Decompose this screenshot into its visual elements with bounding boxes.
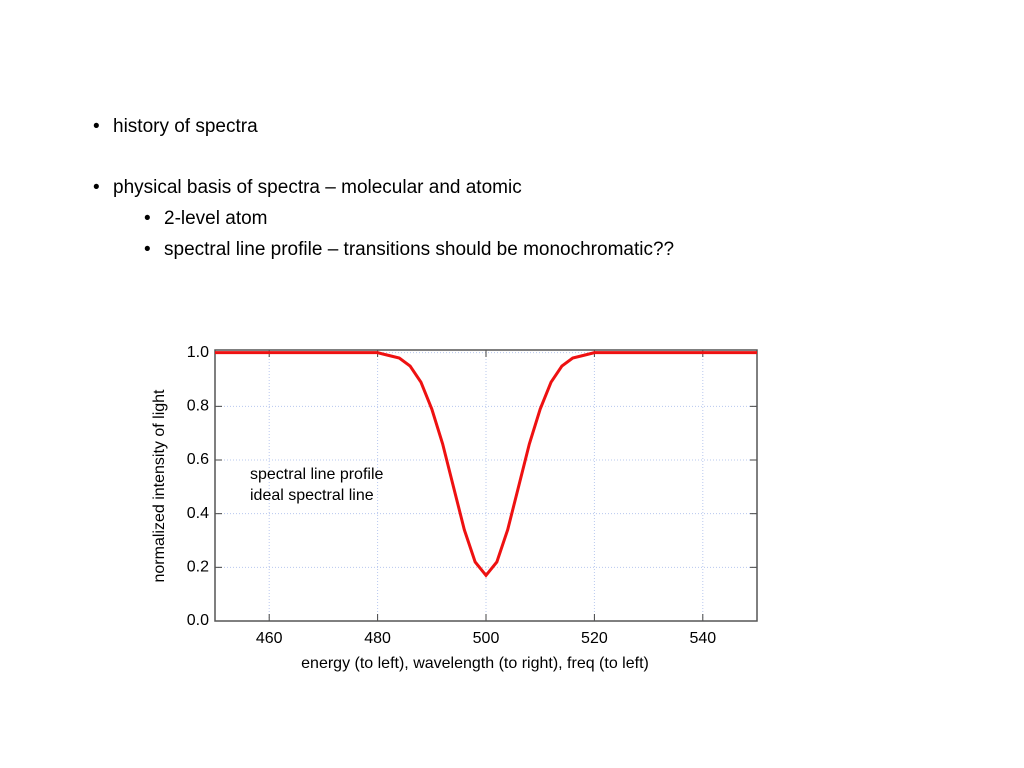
x-tick-label: 460 bbox=[256, 630, 283, 647]
y-tick-label: 1.0 bbox=[187, 344, 209, 361]
x-axis-label: energy (to left), wavelength (to right),… bbox=[301, 655, 649, 672]
x-tick-label: 520 bbox=[581, 630, 608, 647]
y-tick-label: 0.8 bbox=[187, 398, 209, 415]
y-axis-label: normalized intensity of light bbox=[151, 389, 168, 583]
plot-frame bbox=[214, 349, 758, 622]
x-tick-label: 500 bbox=[473, 630, 500, 647]
bullet: history of spectra bbox=[93, 116, 258, 138]
legend-label: spectral line profile bbox=[250, 466, 384, 483]
legend-label: ideal spectral line bbox=[250, 487, 374, 504]
y-tick-label: 0.2 bbox=[187, 559, 209, 576]
y-tick-label: 0.4 bbox=[187, 505, 209, 522]
x-tick-label: 480 bbox=[364, 630, 391, 647]
data-line bbox=[215, 351, 757, 578]
sub-bullet: 2-level atom bbox=[144, 208, 267, 230]
y-tick-label: 0.0 bbox=[187, 612, 209, 629]
sub-bullet: spectral line profile – transitions shou… bbox=[144, 239, 674, 261]
x-tick-label: 540 bbox=[689, 630, 716, 647]
bullet: physical basis of spectra – molecular an… bbox=[93, 177, 522, 199]
y-tick-label: 0.6 bbox=[187, 451, 209, 468]
